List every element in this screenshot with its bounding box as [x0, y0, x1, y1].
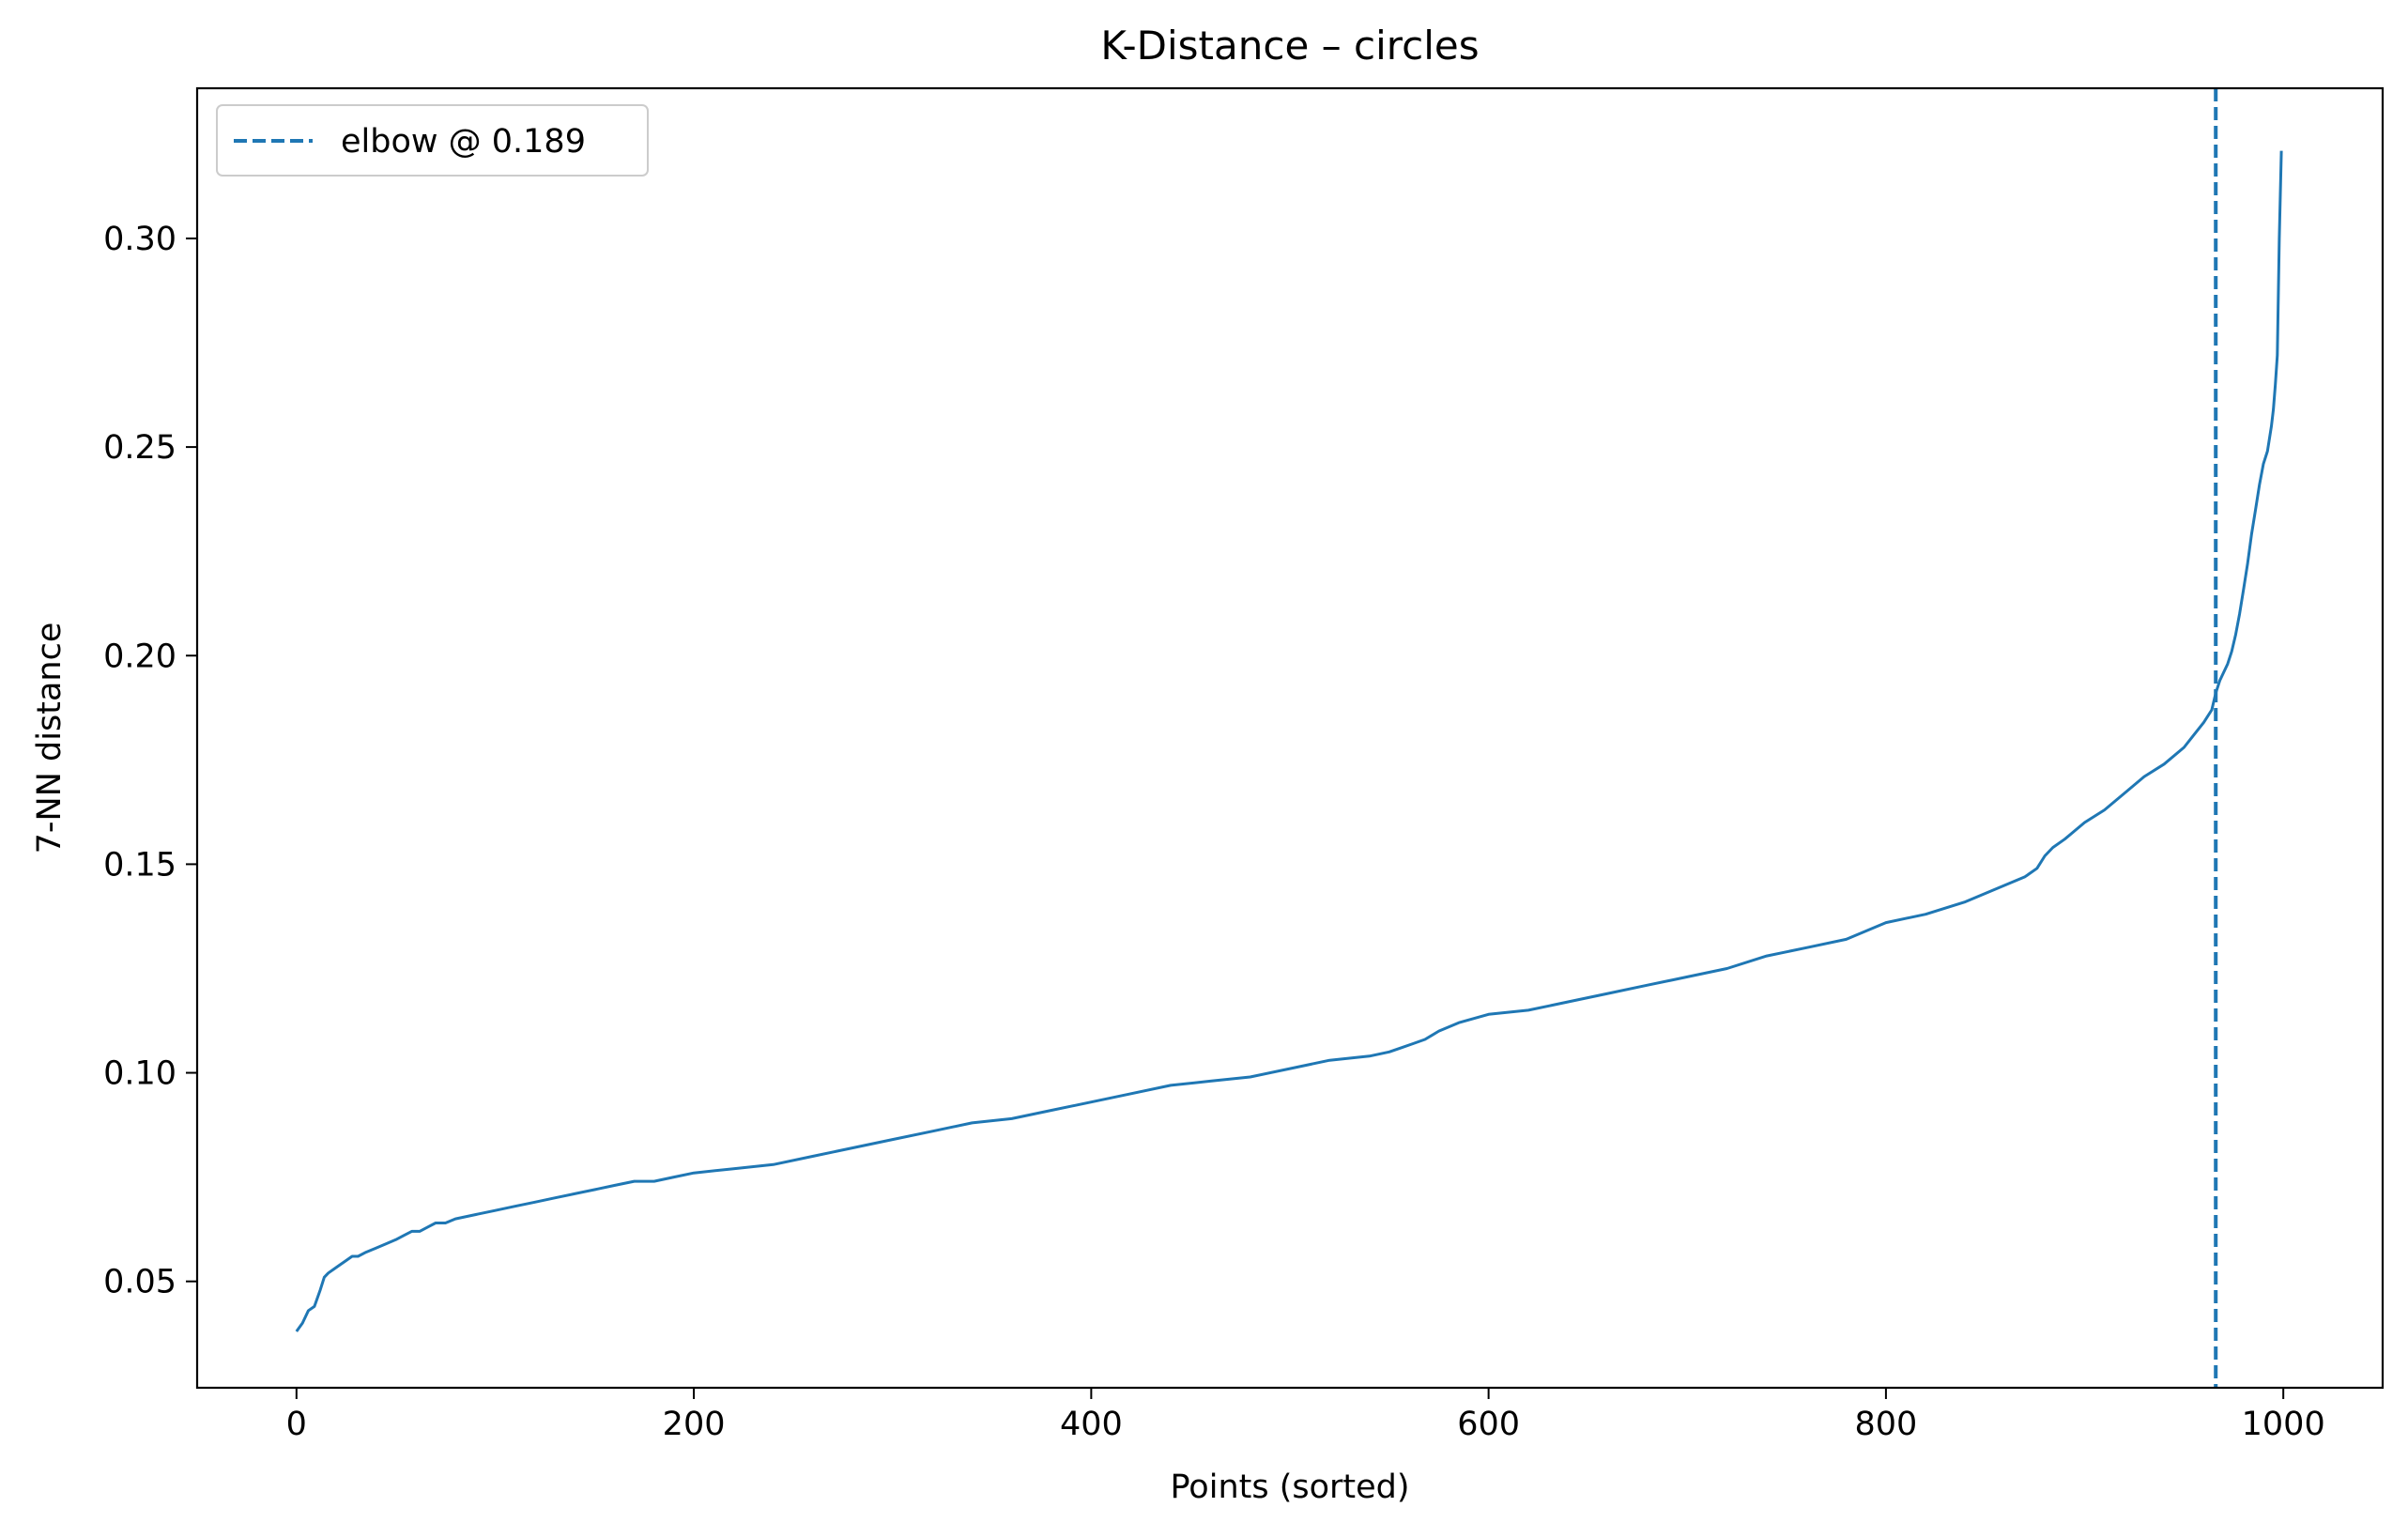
y-tick-label: 0.05: [103, 1264, 176, 1301]
legend-box: [216, 104, 649, 177]
k-distance-line: [295, 150, 2283, 1332]
x-tick-label: 600: [1457, 1406, 1520, 1443]
legend-label: elbow @ 0.189: [341, 123, 586, 161]
x-axis-label: Points (sorted): [1170, 1469, 1409, 1506]
x-tick-label: 400: [1060, 1406, 1123, 1443]
y-tick-label: 0.30: [103, 221, 176, 258]
x-tick-label: 0: [286, 1406, 307, 1443]
chart-title: K-Distance – circles: [1100, 23, 1479, 69]
x-tick-label: 200: [663, 1406, 726, 1443]
x-tick-label: 1000: [2242, 1406, 2325, 1443]
legend: elbow @ 0.189: [216, 104, 649, 177]
plot-frame: [195, 86, 2385, 1390]
y-axis-label: 7-NN distance: [31, 623, 69, 854]
y-axis: 0.05 0.10 0.15 0.20 0.25 0.30: [103, 221, 197, 1301]
y-tick-label: 0.25: [103, 429, 176, 467]
y-tick-label: 0.20: [103, 638, 176, 675]
y-tick-label: 0.15: [103, 846, 176, 884]
y-tick-label: 0.10: [103, 1055, 176, 1093]
plot-area: [295, 88, 2283, 1388]
x-axis: 0 200 400 600 800 1000: [286, 1388, 2325, 1443]
x-tick-label: 800: [1855, 1406, 1918, 1443]
